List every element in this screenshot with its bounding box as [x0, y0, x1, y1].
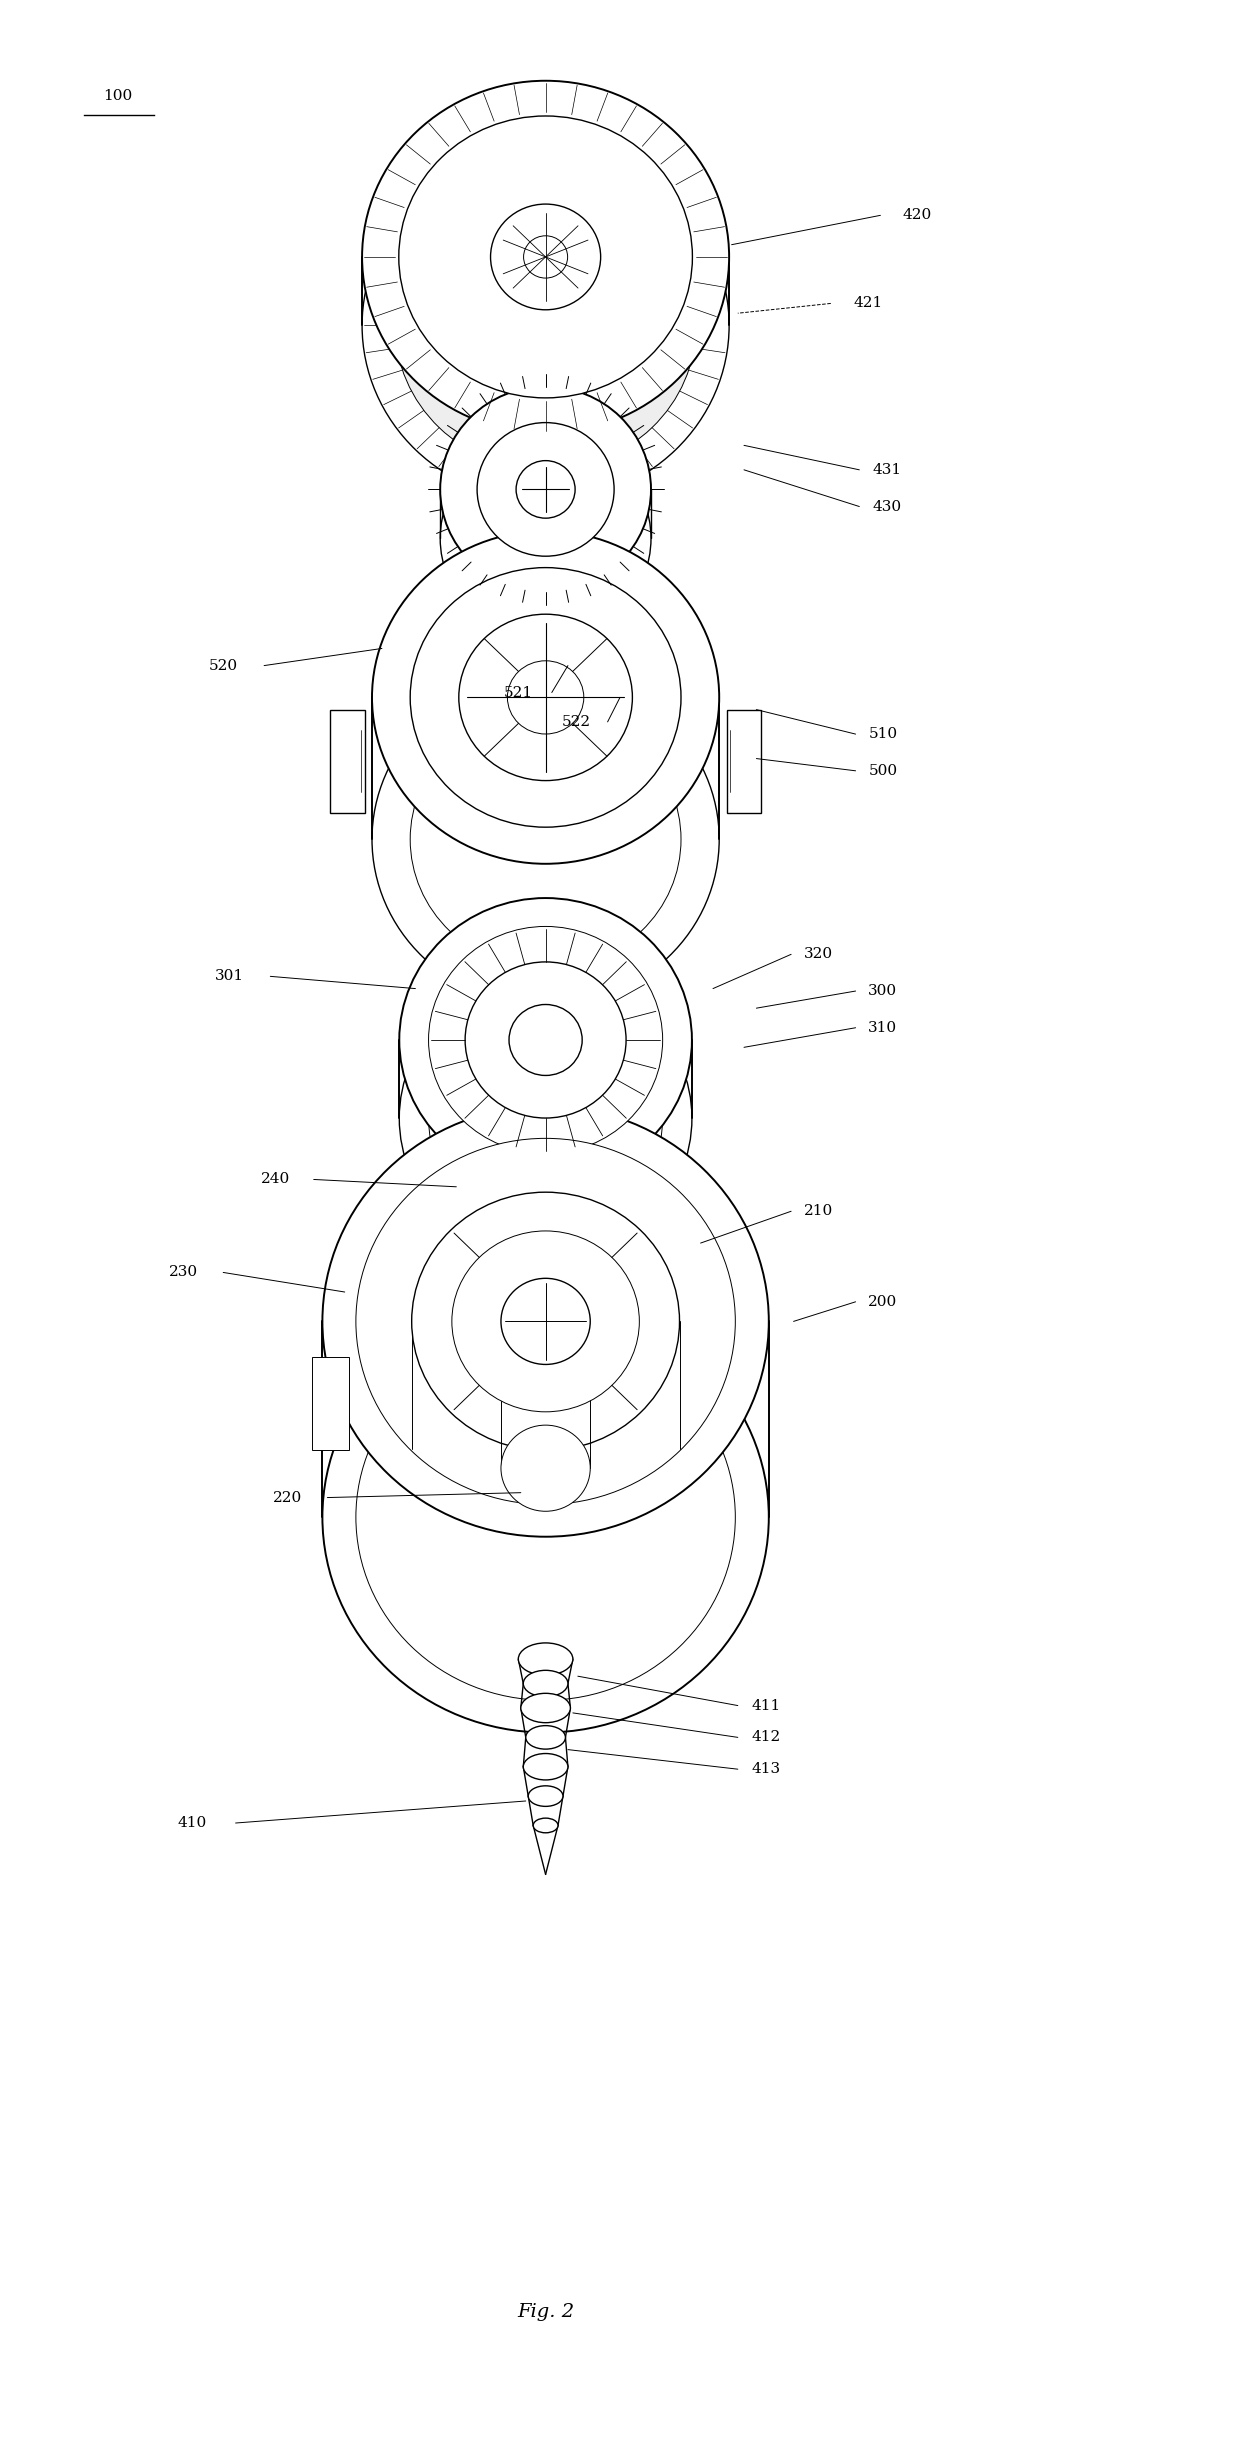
- Ellipse shape: [526, 1725, 565, 1750]
- Ellipse shape: [507, 661, 584, 734]
- Ellipse shape: [399, 976, 692, 1260]
- Text: 320: 320: [804, 947, 833, 962]
- Ellipse shape: [322, 1302, 769, 1732]
- Ellipse shape: [372, 531, 719, 864]
- Ellipse shape: [429, 1006, 662, 1231]
- Text: 310: 310: [868, 1020, 898, 1035]
- Ellipse shape: [523, 1671, 568, 1696]
- Ellipse shape: [362, 149, 729, 502]
- Ellipse shape: [491, 203, 600, 311]
- Text: 410: 410: [177, 1816, 207, 1830]
- Ellipse shape: [356, 1138, 735, 1505]
- Text: 510: 510: [868, 727, 898, 741]
- Text: 301: 301: [215, 969, 244, 984]
- Text: 420: 420: [903, 208, 932, 223]
- Ellipse shape: [521, 1693, 570, 1723]
- Text: 412: 412: [751, 1730, 781, 1745]
- Ellipse shape: [399, 115, 692, 399]
- Text: 220: 220: [273, 1490, 303, 1505]
- Ellipse shape: [451, 1231, 640, 1412]
- Text: 240: 240: [260, 1172, 290, 1187]
- Ellipse shape: [516, 460, 575, 519]
- Ellipse shape: [523, 235, 568, 279]
- Ellipse shape: [362, 81, 729, 433]
- Ellipse shape: [533, 1818, 558, 1833]
- Text: 421: 421: [853, 296, 883, 311]
- Bar: [330, 710, 365, 812]
- Ellipse shape: [429, 927, 662, 1153]
- Ellipse shape: [399, 898, 692, 1182]
- Ellipse shape: [510, 1003, 583, 1077]
- Ellipse shape: [501, 1277, 590, 1365]
- Text: 230: 230: [169, 1265, 198, 1280]
- Text: 431: 431: [872, 462, 901, 477]
- Ellipse shape: [322, 1106, 769, 1537]
- Ellipse shape: [523, 1754, 568, 1779]
- Ellipse shape: [372, 673, 719, 1006]
- Text: 522: 522: [562, 715, 591, 729]
- Text: Fig. 2: Fig. 2: [517, 2303, 574, 2322]
- Text: 200: 200: [868, 1294, 898, 1309]
- Ellipse shape: [465, 962, 626, 1118]
- Ellipse shape: [410, 710, 681, 969]
- Text: 300: 300: [868, 984, 898, 998]
- Ellipse shape: [459, 614, 632, 781]
- Ellipse shape: [440, 436, 651, 641]
- Ellipse shape: [412, 1192, 680, 1451]
- Ellipse shape: [518, 1642, 573, 1676]
- Text: 430: 430: [872, 499, 901, 514]
- Text: 100: 100: [103, 88, 133, 103]
- Text: 413: 413: [751, 1762, 781, 1777]
- Text: 521: 521: [503, 685, 533, 700]
- Text: 520: 520: [208, 658, 238, 673]
- Bar: [727, 710, 761, 812]
- Ellipse shape: [356, 1334, 735, 1701]
- Ellipse shape: [396, 181, 696, 470]
- Ellipse shape: [477, 423, 614, 555]
- Text: 210: 210: [804, 1204, 833, 1219]
- Bar: [312, 1358, 350, 1451]
- Ellipse shape: [528, 1786, 563, 1806]
- Ellipse shape: [440, 387, 651, 592]
- Ellipse shape: [410, 568, 681, 827]
- Text: 500: 500: [868, 763, 898, 778]
- Ellipse shape: [501, 1424, 590, 1512]
- Text: 411: 411: [751, 1698, 781, 1713]
